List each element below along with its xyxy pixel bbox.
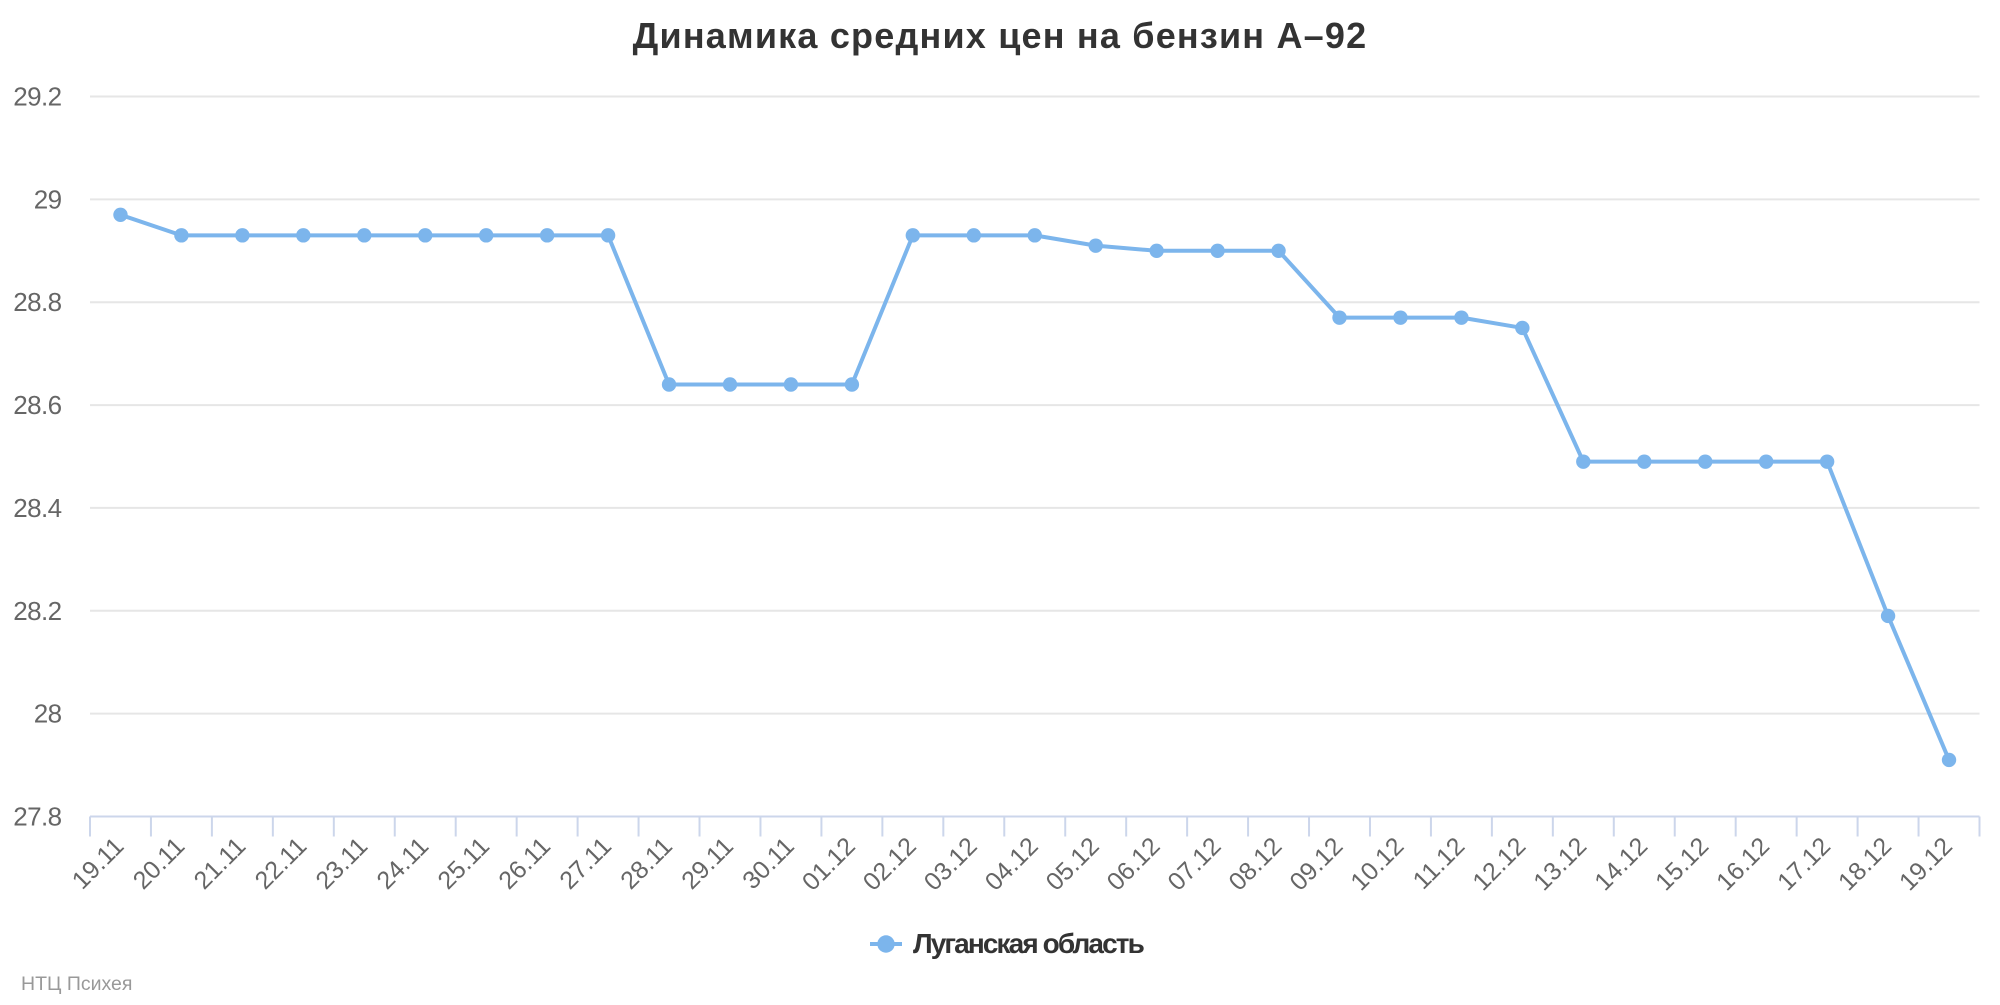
svg-text:29.2: 29.2 xyxy=(13,82,61,112)
svg-text:29: 29 xyxy=(34,184,62,214)
svg-text:Динамика средних цен на бензин: Динамика средних цен на бензин А–92 xyxy=(633,15,1368,56)
svg-text:27.8: 27.8 xyxy=(13,802,61,832)
svg-text:28: 28 xyxy=(34,699,62,729)
svg-text:28.2: 28.2 xyxy=(13,596,61,626)
svg-text:28.8: 28.8 xyxy=(13,287,61,317)
svg-text:НТЦ Психея: НТЦ Психея xyxy=(21,973,132,995)
svg-text:Луганская область: Луганская область xyxy=(913,928,1145,959)
svg-text:28.4: 28.4 xyxy=(13,493,61,523)
svg-text:28.6: 28.6 xyxy=(13,390,61,420)
